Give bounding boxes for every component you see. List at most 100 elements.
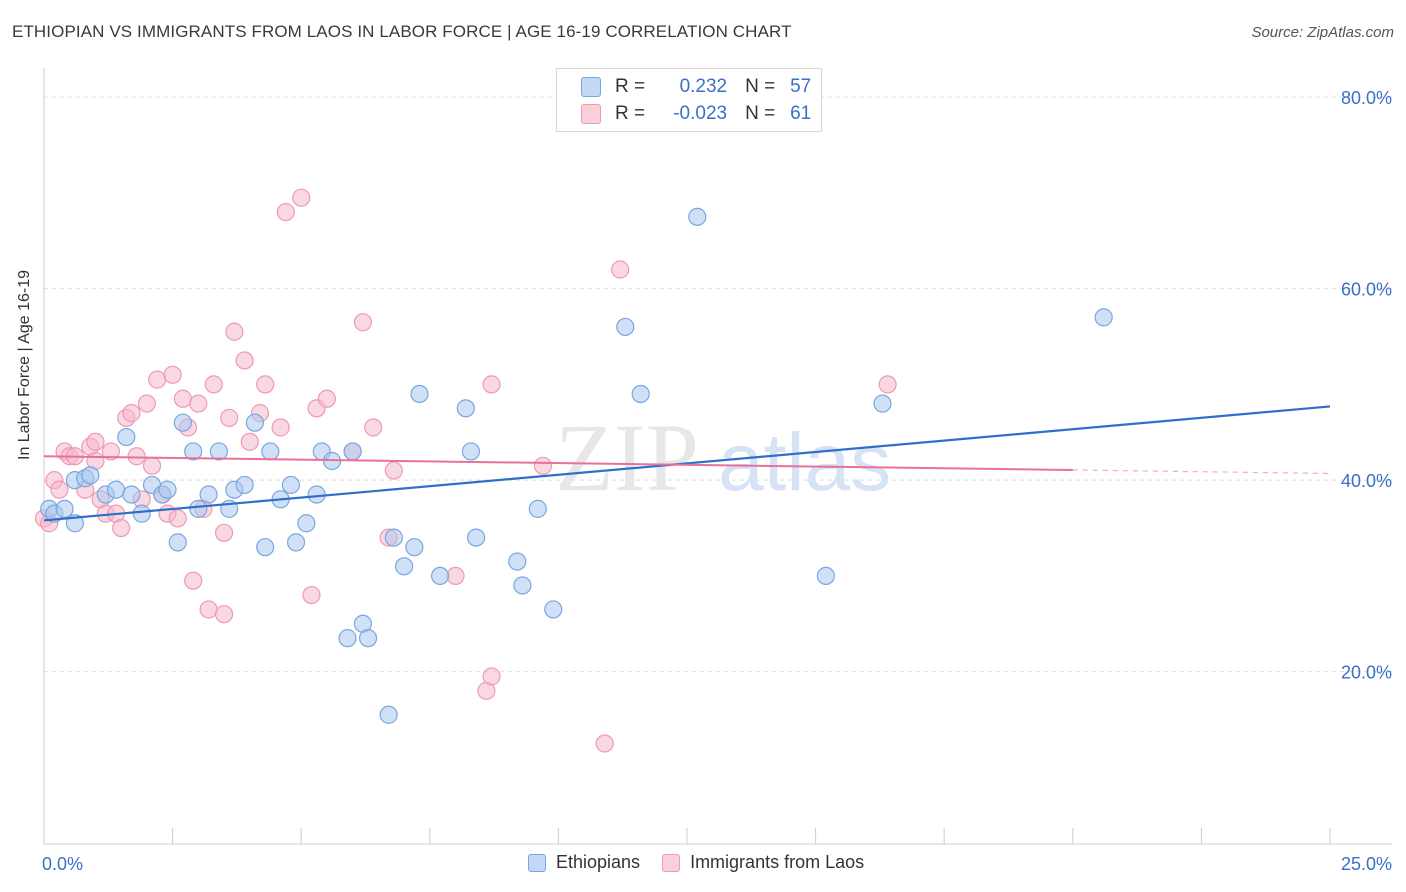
stats-row-laos: R = -0.023 N = 61 [581,102,811,126]
point-ethiopians [513,576,532,595]
point-laos [199,600,218,619]
point-laos [214,523,234,542]
source-label: Source: ZipAtlas.com [1251,24,1394,41]
point-ethiopians [209,442,228,461]
stats-r-label: R = [615,103,646,124]
point-laos [271,418,290,437]
stats-n-label: N = [745,76,776,97]
point-ethiopians [358,629,378,648]
point-ethiopians [528,499,547,518]
point-laos [533,456,553,475]
series-laos-points [34,188,897,753]
chart-title: ETHIOPIAN VS IMMIGRANTS FROM LAOS IN LAB… [12,22,792,41]
y-tick-label: 60.0% [1341,280,1392,300]
point-laos [364,418,383,437]
trendline-dashed-pink [1072,469,1331,475]
point-laos [220,408,239,428]
stats-swatch-ethiopians [581,77,601,97]
point-laos [384,461,403,480]
point-ethiopians [173,413,192,432]
point-ethiopians [55,499,74,518]
legend-swatch-laos [662,853,681,872]
point-ethiopians [466,528,486,547]
point-ethiopians [338,629,357,648]
point-ethiopians [117,427,136,447]
point-laos [189,394,208,413]
point-ethiopians [168,533,187,552]
point-ethiopians [384,528,403,547]
point-ethiopians [816,566,835,586]
point-laos [184,571,203,590]
y-tick-label: 20.0% [1341,663,1392,683]
stats-legend: R = 0.232 N = 57 R = -0.023 N = 61 [556,68,822,132]
point-laos [317,389,337,408]
point-laos [142,456,162,475]
x-tick-label-max: 25.0% [1341,854,1392,874]
point-ethiopians [199,485,218,504]
legend-item-laos[interactable]: Immigrants from Laos [662,852,864,873]
legend-item-ethiopians[interactable]: Ethiopians [528,852,640,873]
point-ethiopians [456,399,475,418]
point-ethiopians [286,533,306,552]
axis-layer [43,68,1392,845]
point-ethiopians [461,442,481,461]
point-ethiopians [508,552,527,571]
point-laos [225,322,244,341]
point-laos [101,442,120,461]
point-ethiopians [235,475,254,495]
point-laos [302,585,321,605]
trendline-pink [43,455,1073,472]
stats-n-value: 61 [790,103,812,124]
point-laos [148,370,167,389]
point-ethiopians [122,485,141,504]
point-laos [482,667,501,686]
point-ethiopians [873,394,892,413]
point-ethiopians [688,207,707,226]
point-laos [137,394,156,413]
tick-labels: 20.0% 40.0% 60.0% 80.0% 0.0% 25.0% [42,88,1392,874]
point-laos [235,351,254,370]
point-laos [122,404,141,423]
point-ethiopians [184,442,203,461]
point-laos [292,188,311,207]
stats-swatch-laos [581,104,601,124]
point-laos [276,202,295,222]
point-laos [353,313,373,332]
stats-n-value: 57 [790,76,812,97]
point-laos [50,480,69,499]
point-ethiopians [410,384,429,404]
point-laos [204,375,223,394]
point-ethiopians [189,499,208,518]
point-ethiopians [256,538,275,557]
point-laos [173,389,192,408]
point-laos [127,447,146,466]
point-laos [214,605,234,624]
legend-label-laos: Immigrants from Laos [690,852,865,872]
point-ethiopians [81,466,100,485]
y-axis-label: In Labor Force | Age 16-19 [16,269,33,460]
point-ethiopians [616,317,635,337]
point-ethiopians [132,504,151,523]
point-ethiopians [106,480,126,499]
point-ethiopians [405,538,424,557]
trend-lines [43,405,1331,522]
point-ethiopians [307,485,326,504]
watermark: ZIP atlas [555,404,891,511]
point-laos [240,432,259,451]
point-ethiopians [297,514,316,533]
point-laos [446,566,465,586]
stats-r-label: R = [615,76,646,97]
series-ethiopians-points [40,207,1113,724]
watermark-zip: ZIP [555,404,699,511]
legend-label-ethiopians: Ethiopians [556,852,641,872]
point-ethiopians [631,384,650,404]
point-ethiopians [430,566,450,586]
y-tick-label: 80.0% [1341,88,1392,108]
point-ethiopians [281,475,301,495]
watermark-atlas: atlas [718,417,891,508]
trendline-blue [43,405,1331,522]
stats-r-value: 0.232 [679,76,728,97]
point-laos [878,375,897,394]
point-laos [112,518,131,538]
